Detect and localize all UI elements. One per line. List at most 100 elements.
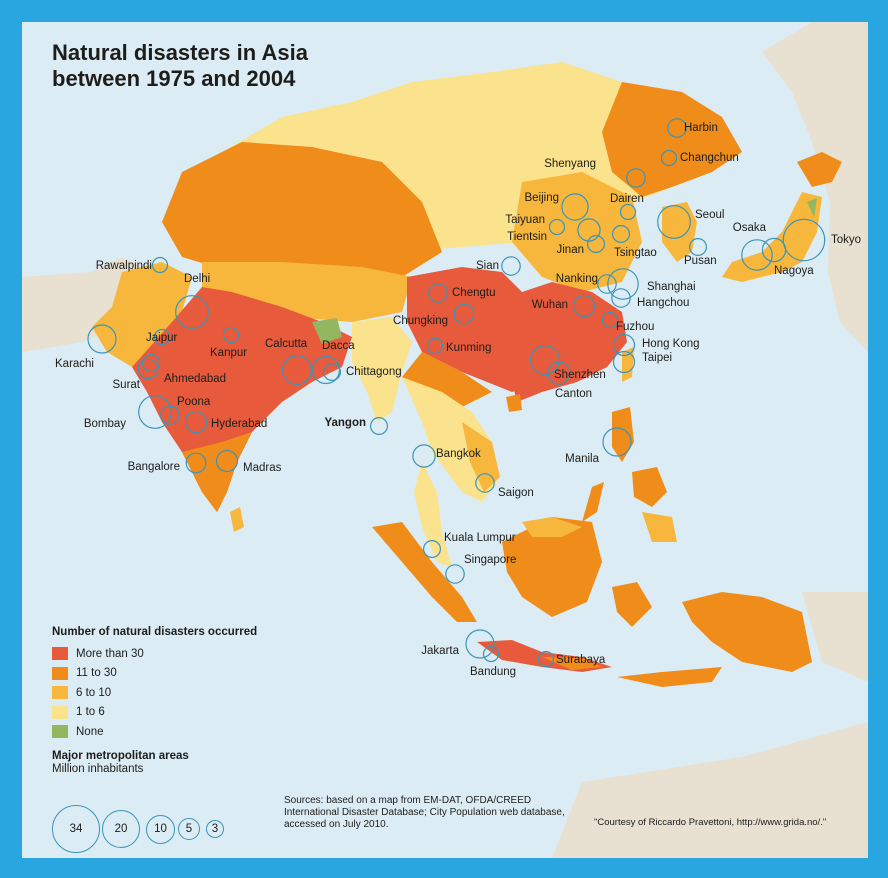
legend-swatch-more-than-30 bbox=[52, 647, 68, 661]
city-ring bbox=[601, 311, 619, 329]
city-label: Shenzhen bbox=[554, 369, 606, 381]
city-ring bbox=[537, 650, 555, 668]
city-ring bbox=[548, 218, 566, 236]
city-ring bbox=[741, 239, 773, 271]
city-ring bbox=[602, 427, 632, 457]
metro-bubble: 5 bbox=[178, 818, 200, 840]
city-ring bbox=[370, 417, 389, 436]
city-ring bbox=[501, 256, 521, 276]
city-label: Poona bbox=[177, 396, 211, 408]
city-ring bbox=[577, 218, 601, 242]
metro-heading: Major metropolitan areas bbox=[52, 749, 189, 762]
legend-row: 6 to 10 bbox=[52, 683, 312, 703]
city-label: Taipei bbox=[642, 352, 672, 364]
city-ring bbox=[626, 168, 646, 188]
islands bbox=[372, 517, 812, 687]
city-label: Hangchou bbox=[637, 297, 689, 309]
city-label: Singapore bbox=[464, 554, 516, 566]
city-label: Bangalore bbox=[128, 461, 180, 473]
city-ring bbox=[141, 354, 160, 373]
city-label: Bangkok bbox=[436, 448, 481, 460]
legend: Number of natural disasters occurred Mor… bbox=[52, 626, 312, 853]
legend-row: 1 to 6 bbox=[52, 703, 312, 723]
city-ring bbox=[282, 355, 313, 386]
city-label: Jinan bbox=[557, 244, 585, 256]
city-label: Rawalpindi bbox=[96, 260, 152, 272]
city-ring bbox=[215, 449, 239, 473]
map-frame: Harbin Changchun Shenyang Beijing Dairen Taiy… bbox=[22, 22, 868, 858]
city-ring bbox=[323, 363, 342, 382]
city-label: Hyderabad bbox=[211, 418, 267, 430]
legend-label: 1 to 6 bbox=[76, 706, 105, 719]
city-ring bbox=[475, 473, 495, 493]
land-outside bbox=[22, 22, 868, 858]
city-ring bbox=[561, 193, 589, 221]
city-label: Surat bbox=[113, 379, 141, 391]
legend-label: 11 to 30 bbox=[76, 667, 117, 680]
title-line-1: Natural disasters in Asia bbox=[52, 40, 308, 65]
city-label: Ahmedabad bbox=[164, 373, 226, 385]
legend-heading: Number of natural disasters occurred bbox=[52, 626, 258, 638]
city-ring bbox=[667, 118, 687, 138]
credit-note: "Courtesy of Riccardo Pravettoni, http:/… bbox=[594, 817, 827, 828]
city-label: Dairen bbox=[610, 193, 644, 205]
city-ring bbox=[151, 256, 169, 274]
city-ring bbox=[619, 203, 637, 221]
city-label: Wuhan bbox=[532, 299, 568, 311]
city-label: Kunming bbox=[446, 342, 491, 354]
city-label: Pusan bbox=[684, 255, 717, 267]
city-ring bbox=[586, 235, 605, 254]
city-label: Changchun bbox=[680, 152, 739, 164]
city-label: Tsingtao bbox=[614, 247, 657, 259]
asia-map: Harbin Changchun Shenyang Beijing Dairen Taiy… bbox=[22, 22, 868, 858]
city-label: Bandung bbox=[470, 666, 516, 678]
city-ring bbox=[612, 350, 636, 374]
city-ring bbox=[611, 225, 630, 244]
city-layer: Harbin Changchun Shenyang Beijing Dairen Taiy… bbox=[55, 118, 861, 678]
legend-swatch-none bbox=[52, 725, 68, 739]
city-label: Manila bbox=[565, 453, 599, 465]
city-ring bbox=[138, 395, 172, 429]
sources-note: Sources: based on a map from EM-DAT, OFD… bbox=[284, 795, 565, 830]
city-ring bbox=[761, 237, 787, 263]
city-ring bbox=[137, 358, 159, 380]
city-label: Karachi bbox=[55, 358, 94, 370]
city-ring bbox=[445, 564, 465, 584]
city-ring bbox=[426, 337, 444, 355]
city-label: Sian bbox=[476, 260, 499, 272]
city-label: Surabaya bbox=[556, 654, 606, 666]
city-label: Bombay bbox=[84, 418, 126, 430]
mainland-regions bbox=[92, 62, 742, 567]
legend-swatch-1-to-6 bbox=[52, 705, 68, 719]
city-ring bbox=[607, 268, 639, 300]
city-label: Shanghai bbox=[647, 281, 696, 293]
city-label: Harbin bbox=[684, 122, 718, 134]
metro-size-bubbles: 34 20 10 5 3 bbox=[52, 780, 312, 853]
city-label: Osaka bbox=[733, 222, 767, 234]
metro-bubble: 20 bbox=[102, 810, 140, 848]
city-label: Fuzhou bbox=[616, 321, 654, 333]
city-ring bbox=[611, 288, 631, 308]
city-label: Shenyang bbox=[544, 158, 596, 170]
city-ring bbox=[153, 328, 171, 346]
city-label: Calcutta bbox=[265, 338, 308, 350]
city-label: Delhi bbox=[184, 273, 210, 285]
city-label: Yangon bbox=[324, 417, 366, 429]
city-label: Saigon bbox=[498, 487, 534, 499]
city-ring bbox=[185, 452, 207, 474]
city-ring bbox=[657, 205, 691, 239]
legend-swatch-6-to-10 bbox=[52, 686, 68, 700]
legend-row: None bbox=[52, 722, 312, 742]
city-ring bbox=[423, 539, 442, 558]
city-ring bbox=[87, 324, 117, 354]
title-line-2: between 1975 and 2004 bbox=[52, 66, 296, 91]
city-label: Nanking bbox=[556, 273, 598, 285]
city-ring bbox=[175, 295, 209, 329]
city-label: Chittagong bbox=[346, 366, 402, 378]
legend-label: None bbox=[76, 725, 104, 738]
city-label: Tokyo bbox=[831, 234, 861, 246]
city-label: Tientsin bbox=[507, 231, 547, 243]
legend-swatch-11-to-30 bbox=[52, 666, 68, 680]
city-label: Kanpur bbox=[210, 347, 247, 359]
city-ring bbox=[572, 294, 596, 318]
